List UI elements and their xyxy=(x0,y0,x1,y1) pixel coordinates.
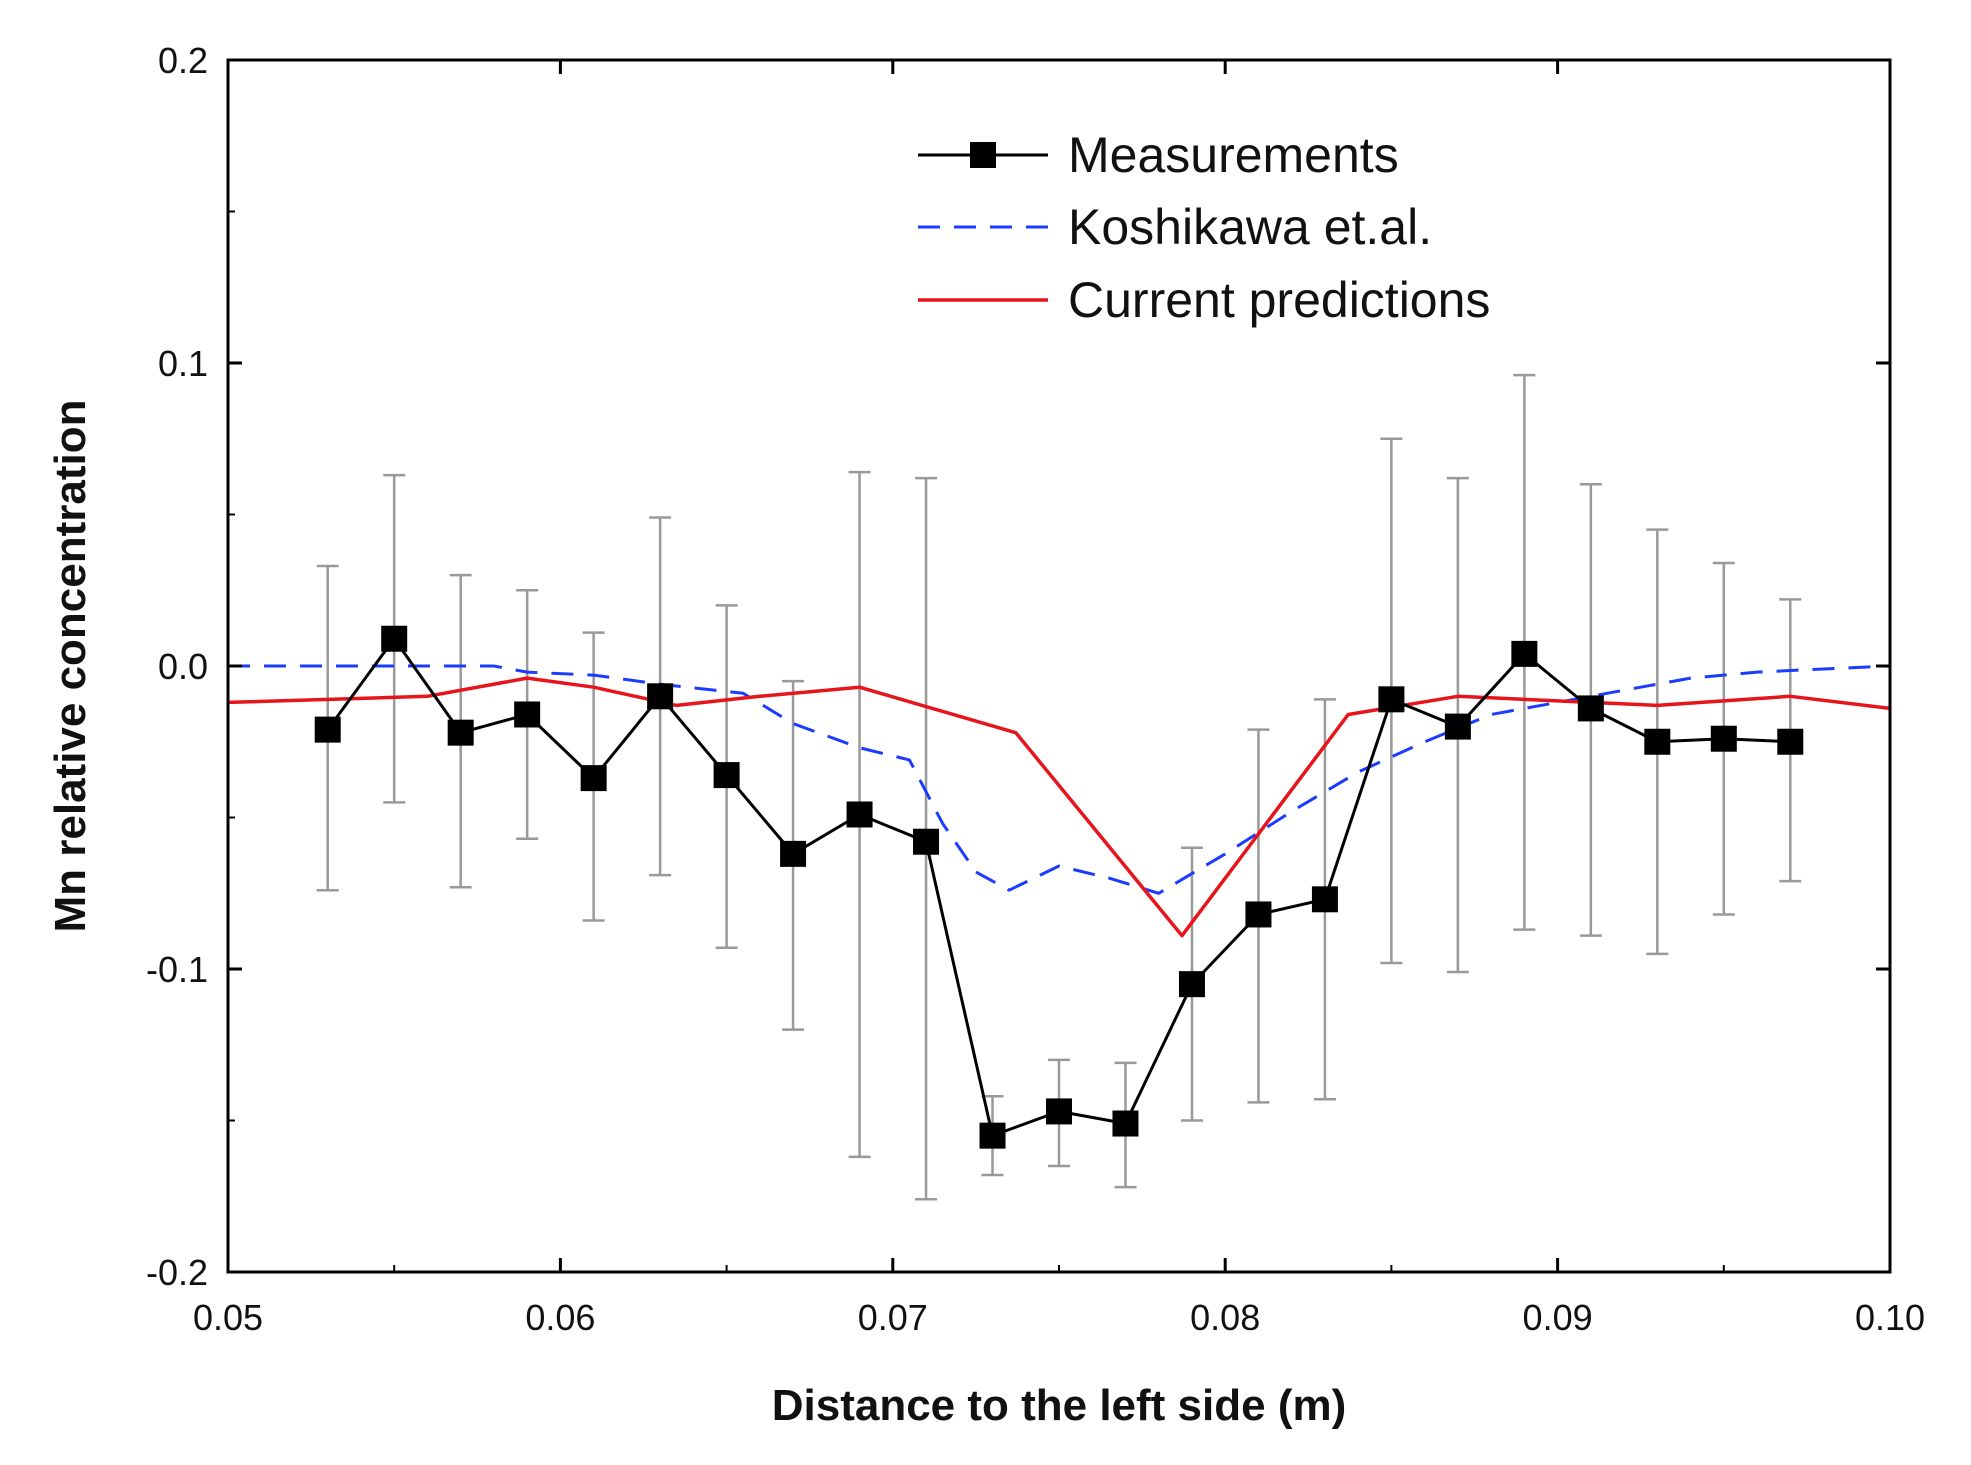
x-tick-label: 0.09 xyxy=(1523,1297,1593,1338)
measurement-marker xyxy=(447,719,474,746)
measurement-marker xyxy=(1644,728,1671,755)
measurement-marker xyxy=(1378,686,1405,713)
y-tick-label: 0.2 xyxy=(158,40,208,81)
x-tick-label: 0.05 xyxy=(193,1297,263,1338)
measurement-marker xyxy=(1112,1110,1139,1137)
measurement-marker xyxy=(647,683,674,710)
y-tick-label: 0.0 xyxy=(158,646,208,687)
measurement-marker xyxy=(1178,971,1205,998)
koshikawa-line xyxy=(228,664,1891,895)
x-tick-label: 0.08 xyxy=(1190,1297,1260,1338)
legend-label-koshikawa: Koshikawa et.al. xyxy=(1068,199,1432,255)
measurement-marker xyxy=(1444,713,1471,740)
measurement-marker xyxy=(1777,728,1804,755)
measurement-marker xyxy=(713,762,740,789)
legend-item-koshikawa: Koshikawa et.al. xyxy=(918,199,1432,255)
measurement-marker xyxy=(1245,901,1272,928)
y-axis-title: Mn relative concentration xyxy=(46,399,95,932)
legend-label-measurements: Measurements xyxy=(1068,127,1399,183)
current-predictions-line xyxy=(227,676,1891,938)
x-tick-label: 0.06 xyxy=(525,1297,595,1338)
measurement-marker xyxy=(514,701,541,728)
x-tick-label: 0.07 xyxy=(858,1297,928,1338)
measurement-marker xyxy=(780,840,807,867)
measurement-marker xyxy=(314,716,341,743)
legend-item-current-predictions: Current predictions xyxy=(918,272,1490,328)
x-tick-label: 0.10 xyxy=(1855,1297,1925,1338)
measurement-marker xyxy=(1311,886,1338,913)
y-tick-label: -0.1 xyxy=(146,949,208,990)
measurement-marker xyxy=(913,828,940,855)
measurement-marker xyxy=(1710,725,1737,752)
y-tick-label: -0.2 xyxy=(146,1252,208,1293)
measurement-marker xyxy=(846,801,873,828)
legend-item-measurements: Measurements xyxy=(918,127,1399,183)
ticks-layer xyxy=(226,58,1892,1274)
y-tick-label: 0.1 xyxy=(158,343,208,384)
markers-layer xyxy=(314,625,1804,1149)
measurement-marker xyxy=(1046,1098,1072,1125)
legend-marker-measurements xyxy=(970,142,996,168)
measurement-marker xyxy=(1577,695,1604,722)
measurement-marker xyxy=(979,1122,1006,1149)
legend-label-current-predictions: Current predictions xyxy=(1068,272,1490,328)
x-axis-title: Distance to the left side (m) xyxy=(772,1381,1347,1430)
measurement-marker xyxy=(1511,640,1538,667)
measurement-marker xyxy=(381,625,408,652)
measurement-marker xyxy=(580,765,607,792)
legend: Measurements Koshikawa et.al. Current pr… xyxy=(918,127,1490,328)
tick-labels-layer: 0.05 0.06 0.07 0.08 0.09 0.10 -0.2 -0.1 0.0 0.1 0.… xyxy=(146,40,1925,1338)
